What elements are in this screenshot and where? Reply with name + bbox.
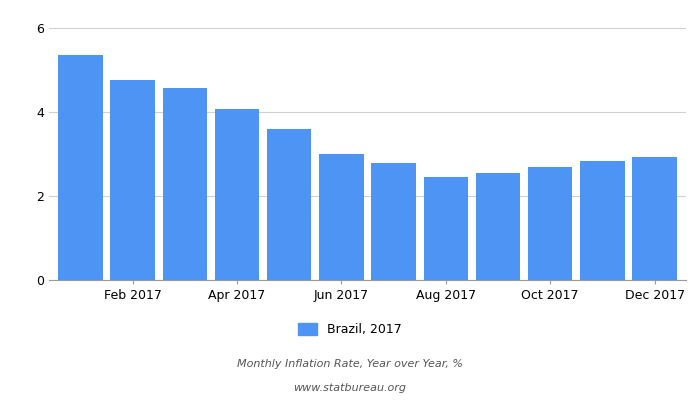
Text: Monthly Inflation Rate, Year over Year, %: Monthly Inflation Rate, Year over Year, … — [237, 359, 463, 369]
Bar — [528, 166, 573, 280]
Bar — [633, 156, 677, 280]
Bar — [267, 129, 312, 280]
Legend: Brazil, 2017: Brazil, 2017 — [293, 318, 407, 341]
Text: www.statbureau.org: www.statbureau.org — [293, 383, 407, 393]
Bar — [111, 80, 155, 280]
Bar — [580, 161, 624, 280]
Bar — [372, 163, 416, 280]
Bar — [424, 177, 468, 280]
Bar — [215, 109, 259, 280]
Bar — [319, 154, 363, 280]
Bar — [58, 55, 102, 280]
Bar — [162, 88, 207, 280]
Bar — [476, 173, 520, 280]
